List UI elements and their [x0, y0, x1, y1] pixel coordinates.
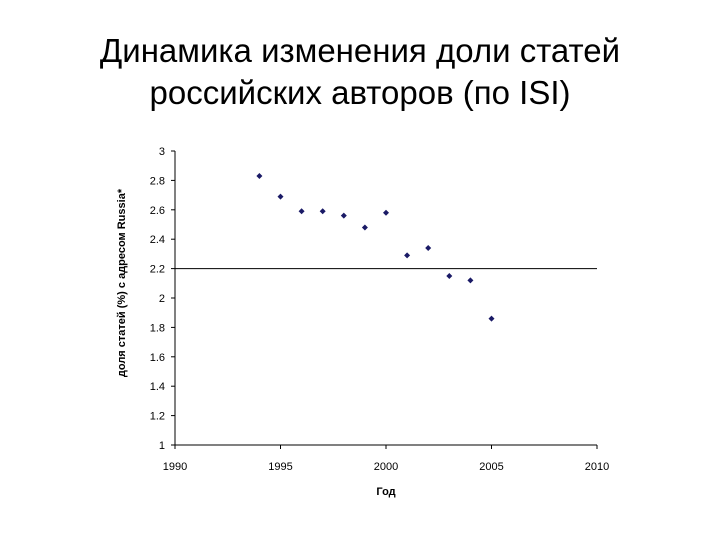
- y-tick-label: 1.2: [150, 411, 165, 423]
- x-tick-label: 2010: [585, 461, 609, 473]
- data-point: [256, 172, 263, 179]
- y-tick-label: 2.6: [150, 205, 165, 217]
- data-point: [340, 212, 347, 219]
- x-tick-label: 1995: [268, 461, 292, 473]
- plot-area: [174, 151, 597, 446]
- y-tick-label: 3: [159, 146, 165, 158]
- data-point: [446, 272, 453, 279]
- data-point: [404, 252, 411, 259]
- y-tick-label: 2.4: [150, 234, 165, 246]
- y-axis-ticks: 1 1.2 1.4 1.6 1.8 2 2.2 2.4 2.6 2.8 3: [150, 146, 175, 452]
- y-tick-label: 1.4: [150, 381, 165, 393]
- y-tick-label: 1.8: [150, 322, 165, 334]
- data-point: [467, 277, 474, 284]
- chart-title-line-2: российских авторов (по ISI): [149, 74, 571, 111]
- plot-background: [175, 151, 597, 445]
- data-point: [425, 245, 432, 252]
- data-point: [361, 224, 368, 231]
- data-point: [488, 315, 495, 322]
- data-point: [298, 208, 305, 215]
- data-point: [383, 209, 389, 216]
- chart-title-line-1: Динамика изменения доли статей: [99, 32, 621, 69]
- x-tick-label: 2005: [479, 461, 503, 473]
- y-tick-label: 2.2: [150, 264, 165, 276]
- chart-title: Динамика изменения доли статей российски…: [0, 30, 720, 114]
- y-tick-label: 2: [159, 293, 165, 305]
- data-point: [277, 193, 284, 200]
- data-point: [319, 208, 326, 215]
- x-axis-title: Год: [376, 486, 395, 498]
- x-tick-label: 1990: [163, 461, 187, 473]
- y-tick-label: 2.8: [150, 175, 165, 187]
- y-tick-label: 1.6: [150, 352, 165, 364]
- x-tick-label: 2000: [374, 461, 398, 473]
- y-axis-title: доля статей (%) с адресом Russia*: [116, 188, 128, 377]
- data-points: [256, 172, 495, 322]
- y-tick-label: 1: [159, 440, 165, 452]
- x-axis-ticks: 1990 1995 2000 2005 2010: [163, 445, 609, 473]
